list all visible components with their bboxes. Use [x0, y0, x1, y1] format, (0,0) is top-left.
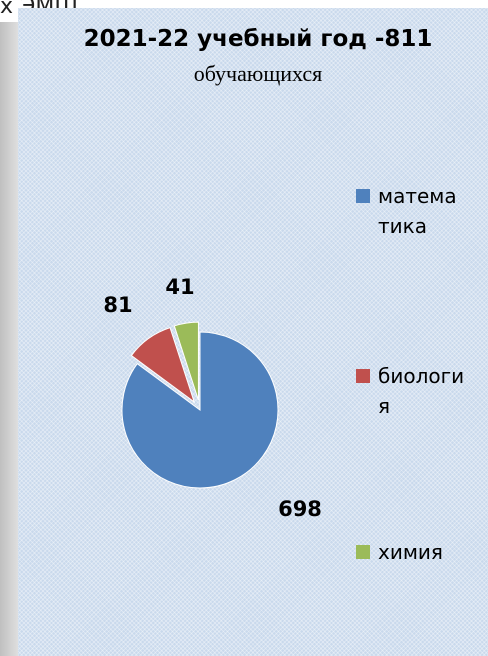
data-label: 41 [165, 275, 194, 299]
side-strip [0, 22, 22, 656]
legend-label: математика [378, 184, 457, 238]
chart-subtitle: обучающихся [194, 61, 323, 86]
legend-swatch [356, 369, 370, 383]
pie-slice [173, 321, 199, 401]
legend-label: химия [378, 540, 443, 564]
chart-title: 2021-22 учебный год -811 [84, 26, 433, 52]
legend-swatch [356, 189, 370, 203]
legend-swatch [356, 545, 370, 559]
chart-panel [18, 8, 488, 656]
data-label: 698 [278, 497, 322, 521]
data-label: 81 [103, 293, 132, 317]
pie-slice [130, 327, 196, 404]
pie-slice [121, 331, 279, 489]
legend-label: биология [378, 364, 465, 418]
